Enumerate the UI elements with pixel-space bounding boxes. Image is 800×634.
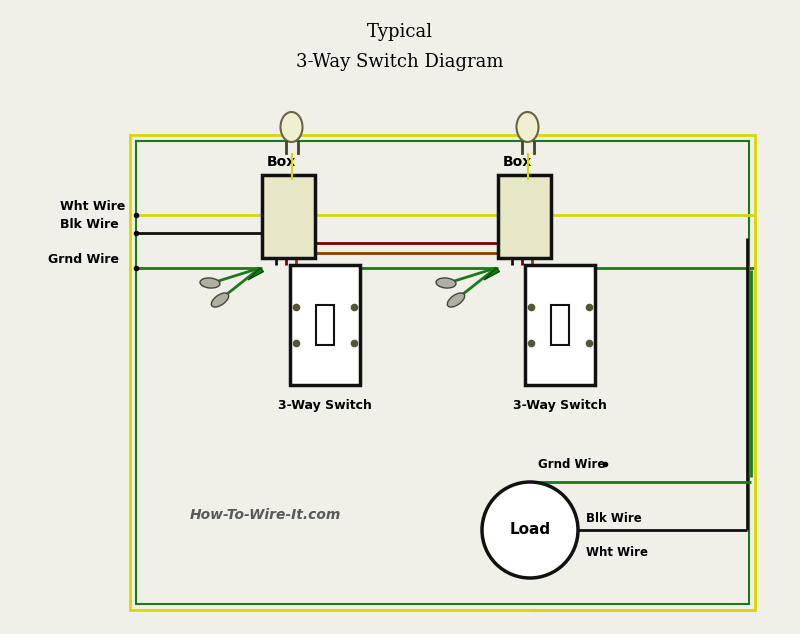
Text: Box: Box	[267, 155, 296, 169]
Text: How-To-Wire-It.com: How-To-Wire-It.com	[190, 508, 342, 522]
Ellipse shape	[281, 112, 302, 142]
Ellipse shape	[211, 293, 229, 307]
Text: 3-Way Switch: 3-Way Switch	[278, 399, 372, 412]
Text: Wht Wire: Wht Wire	[60, 200, 126, 213]
Bar	[551, 305, 569, 345]
Polygon shape	[248, 268, 264, 280]
Text: Box: Box	[503, 155, 532, 169]
Text: 3-Way Switch: 3-Way Switch	[513, 399, 607, 412]
Ellipse shape	[447, 293, 465, 307]
Bar	[136, 141, 749, 604]
Text: Wht Wire: Wht Wire	[586, 545, 648, 559]
Bar	[262, 175, 315, 258]
Bar	[525, 265, 595, 385]
Text: Load: Load	[510, 522, 550, 538]
Polygon shape	[484, 268, 499, 280]
Ellipse shape	[200, 278, 220, 288]
Bar	[290, 265, 360, 385]
Ellipse shape	[517, 112, 538, 142]
Ellipse shape	[436, 278, 456, 288]
Bar	[498, 175, 551, 258]
Text: Blk Wire: Blk Wire	[60, 218, 118, 231]
Text: Grnd Wire: Grnd Wire	[538, 458, 606, 470]
Text: Typical: Typical	[367, 23, 433, 41]
Bar	[130, 135, 755, 610]
Text: 3-Way Switch Diagram: 3-Way Switch Diagram	[296, 53, 504, 71]
Circle shape	[482, 482, 578, 578]
Text: Grnd Wire: Grnd Wire	[48, 253, 119, 266]
Bar	[316, 305, 334, 345]
Text: Blk Wire: Blk Wire	[586, 512, 642, 524]
